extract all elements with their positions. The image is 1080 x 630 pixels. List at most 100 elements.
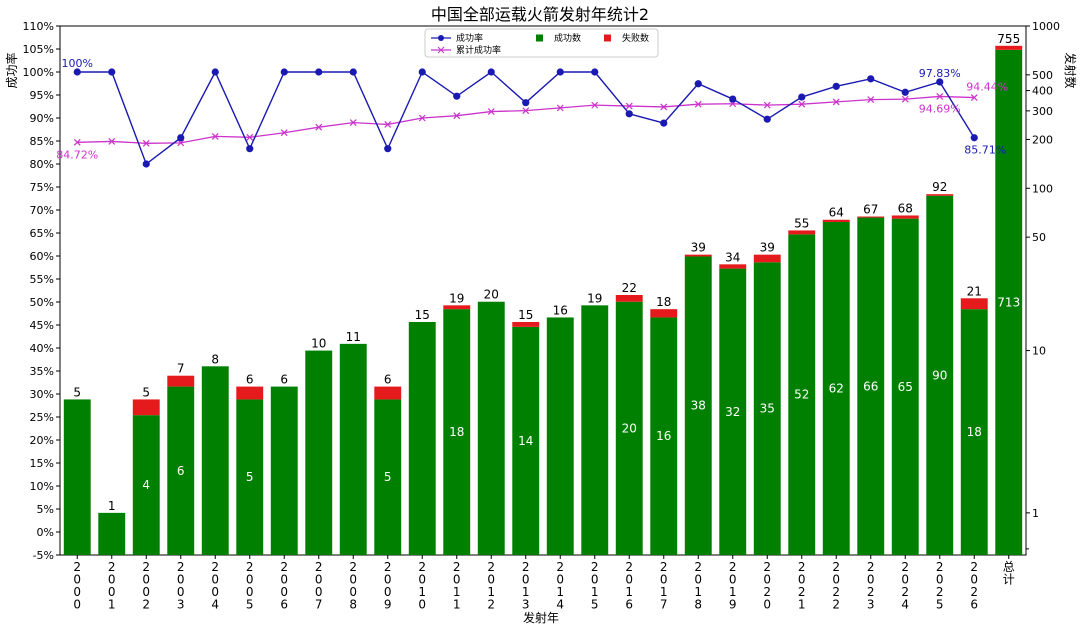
cumulative-rate-point [901, 95, 909, 103]
success-count-label: 4 [142, 478, 150, 492]
success-rate-point [487, 68, 495, 76]
left-tick-label: 75% [30, 181, 54, 194]
right-tick-label: 50 [1032, 231, 1046, 244]
success-rate-point [73, 68, 81, 76]
right-tick-label: 500 [1032, 69, 1053, 82]
failure-bar [132, 399, 160, 416]
cumulative-rate-point [280, 129, 288, 137]
launch-count-label: 11 [346, 330, 361, 344]
x-marker-stroke [798, 100, 806, 108]
legend-x-stroke [437, 46, 445, 54]
launch-count-label: 67 [863, 203, 878, 217]
legend-square-swatch [536, 34, 543, 42]
launch-count-label: 19 [587, 291, 602, 305]
failure-bar [891, 215, 919, 219]
cumulative-rate-point [349, 119, 357, 127]
cumulative-rate-point [763, 101, 771, 109]
success-rate-point [660, 119, 668, 127]
right-tick-label: 1 [1032, 507, 1039, 520]
left-tick-label: 85% [30, 135, 54, 148]
success-bar [443, 309, 471, 555]
left-tick-label: 30% [30, 388, 54, 401]
left-tick-label: 65% [30, 227, 54, 240]
success-bar [236, 399, 264, 555]
failure-bar [822, 219, 850, 222]
success-bar [305, 350, 333, 555]
success-rate-point [315, 68, 323, 76]
plot-frame [59, 25, 1027, 556]
x-marker-stroke [487, 108, 495, 115]
launch-count-label: 7 [177, 362, 185, 376]
lines: 100% 84.72% 97.83% 94.69% 85.71% 94.44% [56, 57, 1008, 168]
success-bar [960, 309, 988, 555]
failure-bar [615, 295, 643, 302]
x-marker-stroke [522, 107, 530, 115]
success-rate-point [384, 145, 392, 153]
success-bar [546, 317, 574, 555]
cumulative-rate-point [591, 101, 599, 109]
left-tick-label: 90% [30, 112, 54, 125]
left-tick-label: -5% [33, 549, 54, 562]
success-count-label: 5 [246, 470, 254, 484]
cumulative-rate-point [315, 123, 323, 131]
success-rate-point [591, 68, 599, 76]
failure-bar [857, 216, 885, 218]
right-tick-label: 400 [1032, 85, 1053, 98]
left-tick-label: 0% [37, 526, 54, 539]
launch-count-label: 755 [997, 32, 1020, 46]
left-tick-label: 5% [37, 503, 54, 516]
success-bar [339, 343, 367, 555]
failure-bar [960, 298, 988, 310]
cumulative-rate-point [211, 132, 219, 140]
failure-bar [684, 254, 712, 257]
x-marker-stroke [280, 129, 288, 137]
cumulative-rate-point [73, 138, 81, 146]
success-bar [857, 217, 885, 555]
left-tick-label: 45% [30, 319, 54, 332]
success-rate-point [901, 88, 909, 96]
success-rate-point [522, 99, 530, 107]
success-bar [719, 268, 747, 555]
x-tick-label: 总计 [1003, 560, 1015, 587]
left-tick-label: 100% [23, 66, 54, 79]
left-tick-label: 35% [30, 365, 54, 378]
success-bar [270, 386, 298, 555]
success-bar [615, 301, 643, 555]
success-count-label: 65 [898, 380, 913, 394]
failure-bar [926, 194, 954, 196]
cumulative-rate-point [970, 94, 978, 102]
annotation-label: 94.69% [919, 102, 961, 115]
success-count-label: 16 [656, 429, 671, 443]
left-tick-label: 95% [30, 89, 54, 102]
x-marker-stroke [625, 102, 633, 110]
annotation-label: 85.71% [964, 144, 1006, 157]
left-tick-label: 110% [23, 20, 54, 33]
success-bar [684, 256, 712, 555]
success-bar [788, 234, 816, 555]
launch-count-label: 6 [246, 373, 254, 387]
success-count-label: 35 [760, 402, 775, 416]
success-bar [201, 366, 229, 555]
success-rate-point [936, 78, 944, 86]
x-marker-stroke [418, 114, 426, 122]
right-tick-label: 300 [1032, 105, 1053, 118]
launch-count-label: 5 [73, 385, 81, 399]
x-marker-stroke [694, 100, 702, 108]
launch-count-label: 8 [211, 352, 219, 366]
success-count-label: 18 [449, 425, 464, 439]
